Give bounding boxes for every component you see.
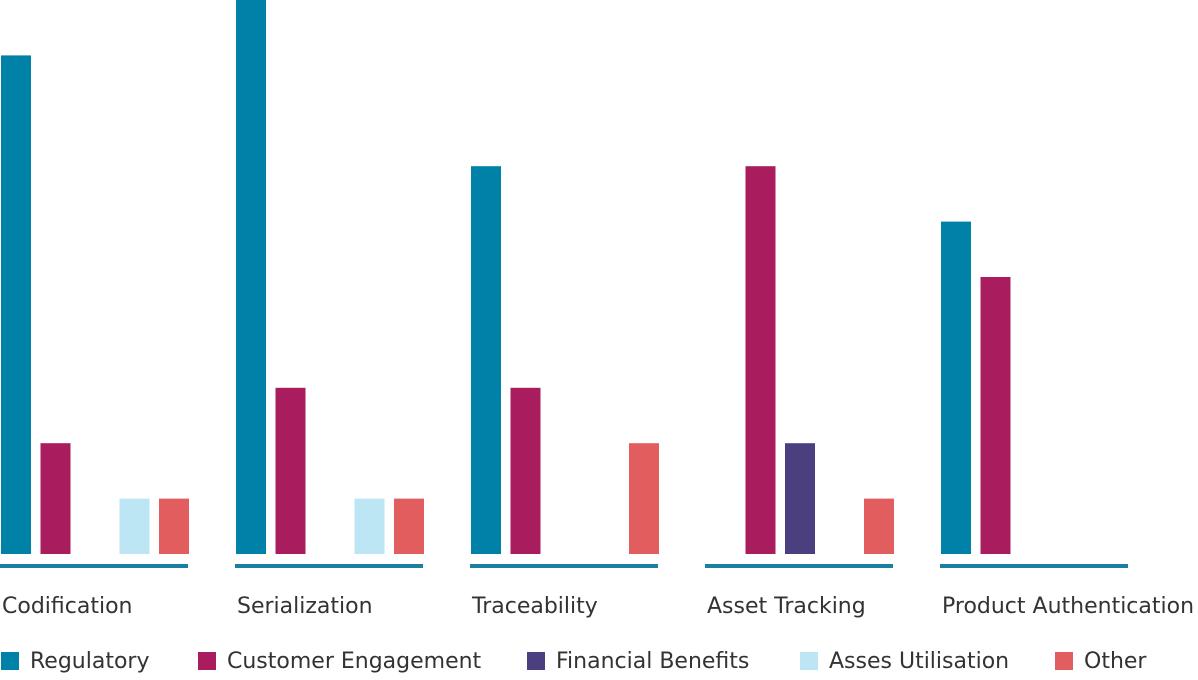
axis-line [940,564,1128,568]
bar [394,498,424,554]
x-tick-label: Product Authentication [942,594,1194,619]
bar [941,221,971,554]
axis-line [0,564,188,568]
legend-swatch [1055,652,1073,670]
x-tick-label: Traceability [471,594,598,619]
bar [1,55,31,555]
bar [785,443,815,554]
axis-line [705,564,893,568]
legend-label: Other [1084,649,1147,674]
legend-swatch [527,652,545,670]
legend-swatch [198,652,216,670]
bar [864,498,894,554]
bar [510,387,541,554]
legend-swatch [1,652,19,670]
bar [275,387,306,554]
legend-label: Regulatory [30,649,150,674]
bar [471,166,501,554]
axis-line [235,564,423,568]
bar [980,277,1011,554]
x-tick-label: Codification [2,594,132,619]
x-tick-label: Asset Tracking [707,594,866,619]
bar [119,498,150,554]
x-tick-label: Serialization [237,594,373,619]
bar [159,498,189,554]
bar [354,498,385,554]
legend-swatch [800,652,818,670]
legend-label: Asses Utilisation [829,649,1009,674]
bar [745,166,776,554]
bar [629,443,659,554]
legend-label: Customer Engagement [227,649,482,674]
bar [40,443,71,554]
bar [236,0,266,554]
legend-label: Financial Benefits [556,649,749,674]
axis-line [470,564,658,568]
